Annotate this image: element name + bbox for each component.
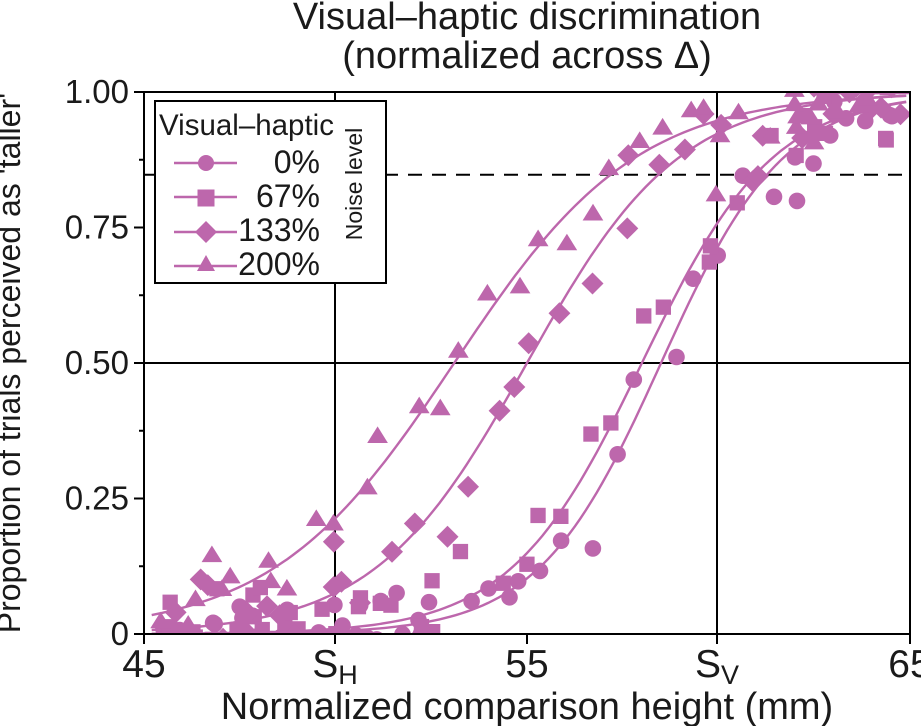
svg-text:Visual–haptic discrimination: Visual–haptic discrimination (293, 0, 761, 38)
svg-text:65: 65 (888, 643, 921, 686)
svg-text:0.25: 0.25 (65, 480, 129, 517)
svg-text:0.50: 0.50 (65, 344, 129, 381)
svg-text:55: 55 (505, 643, 548, 686)
svg-text:Normalized comparison height (: Normalized comparison height (mm) (221, 686, 833, 726)
svg-text:67%: 67% (256, 178, 320, 214)
svg-text:200%: 200% (238, 246, 320, 282)
svg-text:0.75: 0.75 (65, 209, 129, 246)
svg-text:(normalized across Δ): (normalized across Δ) (342, 35, 712, 77)
svg-text:133%: 133% (238, 212, 320, 248)
svg-text:0%: 0% (274, 144, 320, 180)
svg-text:Proportion of trials perceived: Proportion of trials perceived as 'talle… (0, 93, 27, 633)
svg-text:Visual–haptic: Visual–haptic (159, 109, 334, 142)
svg-text:Noise level: Noise level (341, 128, 367, 241)
svg-text:1.00: 1.00 (65, 73, 129, 110)
svg-text:45: 45 (122, 643, 165, 686)
